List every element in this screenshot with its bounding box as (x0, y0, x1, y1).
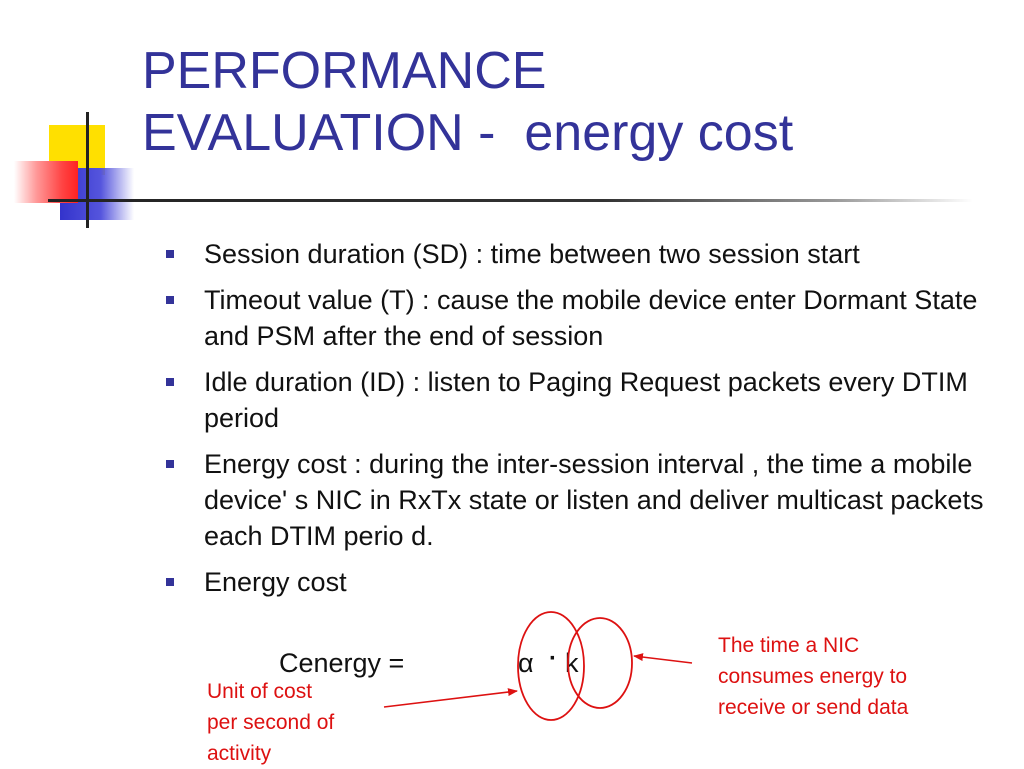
slide-title: PERFORMANCE EVALUATION - energy cost (142, 40, 793, 164)
circle-alpha-annotation (517, 611, 585, 721)
bullet-item-timeout-value: Timeout value (T) : cause the mobile dev… (166, 282, 996, 354)
bullet-text: Idle duration (ID) : listen to Paging Re… (204, 367, 968, 433)
formula-multiply-dot: · (549, 645, 557, 672)
slide-title-line-1: PERFORMANCE (142, 42, 547, 100)
bullet-item-session-duration: Session duration (SD) : time between two… (166, 236, 996, 272)
arrow-to-alpha (383, 688, 518, 708)
square-bullet-icon (166, 460, 174, 468)
bullet-text: Session duration (SD) : time between two… (204, 239, 860, 269)
bullet-item-energy-cost-definition: Energy cost : during the inter-session i… (166, 446, 996, 554)
bullet-text: Energy cost (204, 567, 347, 597)
circle-k-annotation (567, 617, 633, 709)
decor-red-gradient-bar (14, 161, 78, 203)
formula-label: Cenergy = (279, 648, 405, 678)
bullet-item-energy-cost: Energy cost (166, 564, 996, 600)
annotation-unit-of-cost: Unit of cost per second of activity (207, 680, 335, 765)
arrow-to-k (633, 653, 693, 664)
slide-title-line-2: EVALUATION - energy cost (142, 104, 794, 162)
bullet-text: Energy cost : during the inter-session i… (204, 449, 984, 551)
square-bullet-icon (166, 296, 174, 304)
decor-vertical-line (86, 112, 89, 228)
square-bullet-icon (166, 578, 174, 586)
bullet-list: Session duration (SD) : time between two… (166, 236, 996, 610)
decor-horizontal-rule (48, 199, 973, 202)
annotation-nic-time: The time a NIC consumes energy to receiv… (718, 634, 909, 719)
square-bullet-icon (166, 250, 174, 258)
bullet-item-idle-duration: Idle duration (ID) : listen to Paging Re… (166, 364, 996, 436)
square-bullet-icon (166, 378, 174, 386)
bullet-text: Timeout value (T) : cause the mobile dev… (204, 285, 978, 351)
formula-alpha: α (518, 648, 534, 678)
